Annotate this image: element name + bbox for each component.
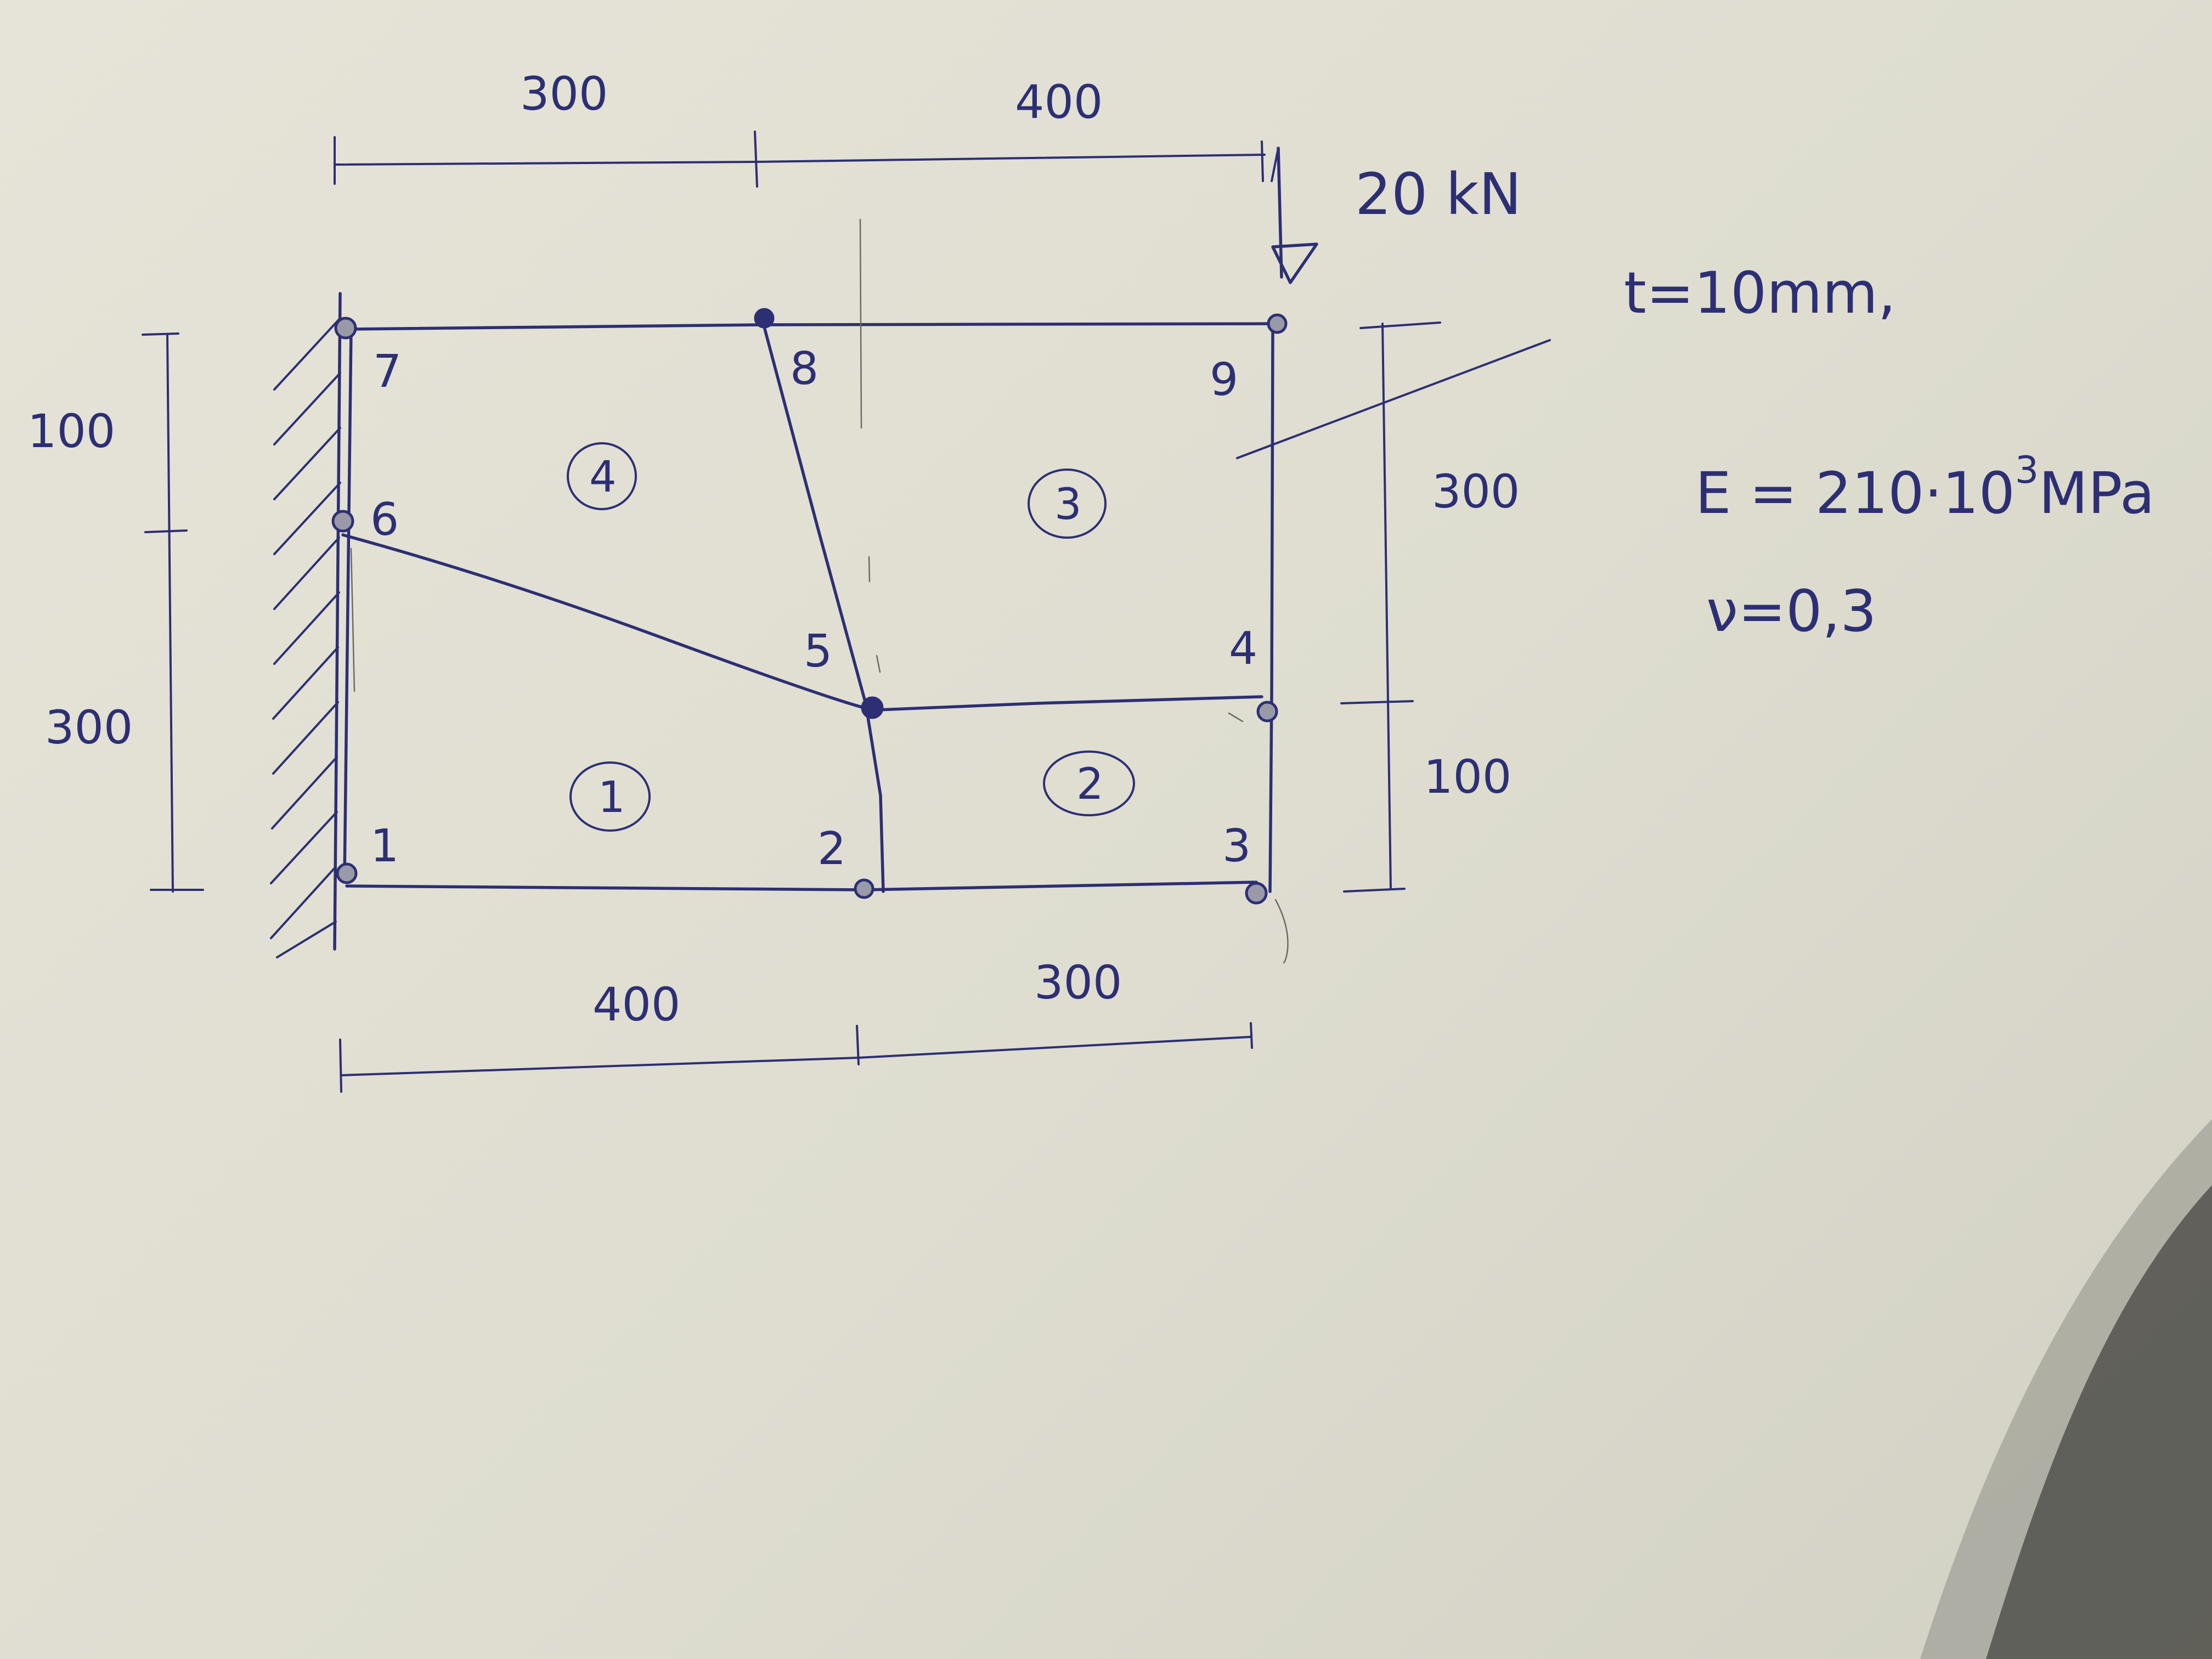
node-label-2: 2 xyxy=(817,823,846,875)
node-label-1: 1 xyxy=(370,820,399,872)
dim-bottom-right: 300 xyxy=(1034,956,1122,1009)
fixed-support xyxy=(270,292,342,958)
edge-8-5 xyxy=(762,323,868,709)
element-label-3: 3 xyxy=(1054,480,1082,529)
node-label-4: 4 xyxy=(1229,623,1257,675)
modulus-label: E = 210·103MPa xyxy=(1695,449,2155,527)
edge-7-9 xyxy=(345,322,1280,331)
dim-bottom-left: 400 xyxy=(592,978,680,1031)
mesh xyxy=(341,322,1280,893)
node-3 xyxy=(1245,882,1268,905)
element-3: 3 xyxy=(1028,469,1107,539)
node-label-8: 8 xyxy=(790,343,819,395)
dim-right xyxy=(1340,321,1441,893)
thickness-label: t=10mm, xyxy=(1624,259,1896,326)
edge-1-3 xyxy=(345,881,1258,891)
node-label-3: 3 xyxy=(1222,820,1251,872)
node-4 xyxy=(1256,701,1278,723)
dim-top-right: 400 xyxy=(1015,75,1103,129)
element-label-4: 4 xyxy=(589,453,617,502)
node-1 xyxy=(336,862,358,884)
dim-right-upper: 300 xyxy=(1432,465,1520,518)
dim-right-lower: 100 xyxy=(1424,750,1511,804)
node-6 xyxy=(331,510,354,533)
node-9 xyxy=(1267,313,1288,334)
node-label-9: 9 xyxy=(1210,354,1238,406)
node-5 xyxy=(861,696,884,719)
shadow-corner xyxy=(1920,1119,2212,1659)
nodes xyxy=(331,308,1288,905)
element-1: 1 xyxy=(569,761,651,832)
dim-left xyxy=(142,332,204,893)
element-label-1: 1 xyxy=(598,773,625,822)
edge-6-5 xyxy=(341,533,866,709)
poisson-label: ν=0,3 xyxy=(1706,578,1877,645)
pencil-marks xyxy=(350,218,1289,964)
dim-left-lower: 300 xyxy=(45,701,133,754)
load-label: 20 kN xyxy=(1355,161,1521,228)
node-8 xyxy=(754,308,775,329)
hatch-line xyxy=(1236,339,1551,459)
element-label-2: 2 xyxy=(1076,760,1104,809)
node-label-5: 5 xyxy=(804,625,832,678)
edge-1-7 xyxy=(343,328,353,879)
element-4: 4 xyxy=(567,442,637,510)
dim-bottom xyxy=(339,1022,1253,1093)
node-2 xyxy=(854,878,874,899)
dim-left-upper: 100 xyxy=(27,404,115,458)
node-label-7: 7 xyxy=(373,346,402,398)
edge-9-3 xyxy=(1268,326,1274,893)
dim-top xyxy=(334,131,1266,188)
node-7 xyxy=(334,317,357,340)
dim-top-left: 300 xyxy=(520,67,608,121)
edge-5-2 xyxy=(865,709,885,893)
element-2: 2 xyxy=(1043,751,1135,816)
load-arrow xyxy=(1271,146,1318,284)
edge-5-4 xyxy=(862,695,1263,712)
node-label-6: 6 xyxy=(370,494,399,546)
